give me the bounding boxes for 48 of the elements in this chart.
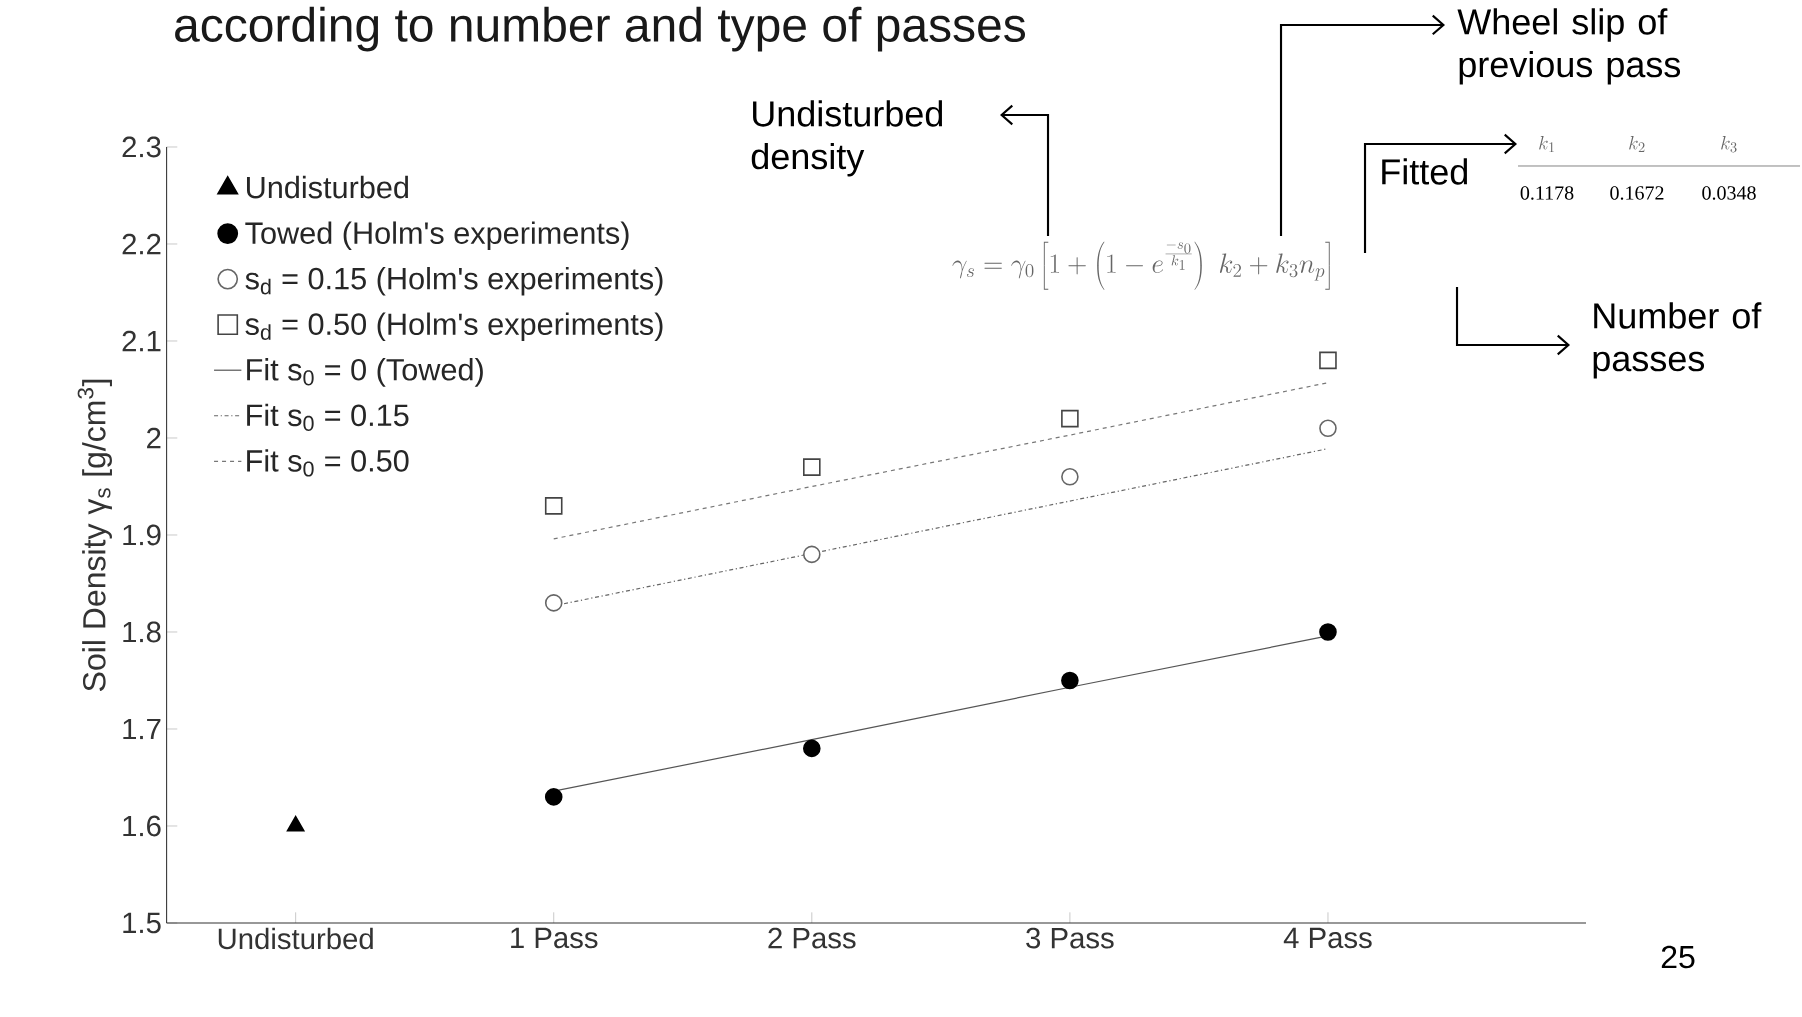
x-tick-label: 4 Pass <box>1283 927 1372 949</box>
x-tick-label: Undisturbed <box>218 927 373 950</box>
y-tick-label: 2 <box>147 427 161 449</box>
point <box>1061 409 1079 428</box>
x-tick-label: 1 Pass <box>511 927 598 949</box>
annotation: Fitted <box>1382 158 1468 185</box>
y-tick-label: 1.6 <box>123 815 161 837</box>
legend-label: Undisturbed <box>246 175 408 199</box>
point <box>803 739 821 758</box>
chart-title: according to number and type of passes <box>175 6 1026 52</box>
point <box>803 545 821 564</box>
y-tick-label: 1.7 <box>123 718 161 740</box>
legend-label: s$_{d}$ = 0.15 (Holm's experiments) <box>245 266 663 296</box>
x-tick-label: 2 Pass <box>768 927 856 949</box>
legend-label: s$_{d}$ = 0.50 (Holm's experiments) <box>245 312 663 342</box>
point <box>1319 419 1337 438</box>
legend-label: Towed (Holm's experiments) <box>245 221 629 251</box>
text: $k_2$ <box>1629 135 1645 153</box>
y-axis-title: Soil Density γ$_{s}$ [g/cm$^{3}$] <box>77 379 112 691</box>
text: Wheel slip of previous pass <box>1457 8 1681 85</box>
text: $k_3$ <box>1721 135 1737 153</box>
y-tick-label: 1.5 <box>123 912 161 934</box>
legend-label: Fit s$_{0}$ = 0.15 <box>247 403 409 432</box>
annotation: Undisturbed density <box>751 100 943 177</box>
annotation: 0.1178 <box>1520 186 1574 200</box>
legend-label: Fit s$_{0}$ = 0 (Towed) <box>247 358 483 387</box>
point <box>1061 671 1079 690</box>
annotation: $k_1$ <box>1539 135 1555 153</box>
text: Number of passes <box>1593 302 1762 379</box>
point <box>803 458 821 476</box>
point <box>1061 468 1079 486</box>
legend-label: Fit s$_{0}$ = 0.50 <box>247 449 409 477</box>
y-tick-label: 1.9 <box>123 524 161 546</box>
text: 0.0348 <box>1702 186 1756 200</box>
point <box>544 594 563 612</box>
point <box>1319 623 1337 641</box>
text: 25 <box>1661 945 1695 969</box>
y-tick-label: 1.8 <box>123 621 161 643</box>
line-series <box>553 382 1329 540</box>
y-tick-label: 2.3 <box>122 136 161 158</box>
point <box>544 497 563 515</box>
x-tick-label: 3 Pass <box>1026 927 1114 949</box>
y-tick-label: 2.1 <box>122 330 161 352</box>
annotation: $\gamma_s = \gamma_0 \left[1 + \left(1 - e^{\frac{-s_0}{k_1}}\right)\ k_2 + k_3 n_p\right]$ <box>952 241 1330 290</box>
text: 0.1672 <box>1610 186 1664 200</box>
y-tick-label: 2.2 <box>122 233 161 255</box>
point <box>1319 351 1337 370</box>
point <box>544 788 563 806</box>
